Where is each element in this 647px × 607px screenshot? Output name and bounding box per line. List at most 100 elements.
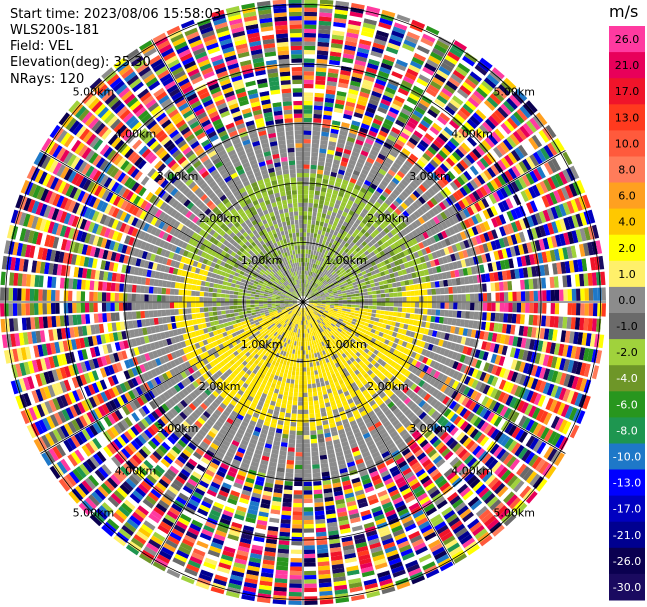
gate-cell xyxy=(348,273,354,278)
gate-cell xyxy=(283,425,290,431)
gate-cell xyxy=(338,191,345,198)
gate-cell xyxy=(307,284,310,289)
gate-cell xyxy=(425,220,433,229)
gate-cell xyxy=(418,171,427,181)
gate-cell xyxy=(359,201,366,208)
gate-cell xyxy=(465,302,471,311)
gate-cell xyxy=(395,197,403,205)
gate-cell xyxy=(304,292,307,297)
gate-cell xyxy=(316,386,322,392)
gate-cell xyxy=(362,119,372,126)
gate-cell xyxy=(516,291,522,302)
gate-cell xyxy=(311,272,315,277)
gate-cell xyxy=(451,318,457,326)
gate-cell xyxy=(303,232,307,237)
gate-cell xyxy=(312,296,317,299)
gate-cell xyxy=(475,188,485,199)
gate-cell xyxy=(402,104,414,113)
gate-cell xyxy=(376,197,384,205)
gate-cell xyxy=(422,223,430,231)
gate-cell xyxy=(360,34,373,42)
gate-cell xyxy=(507,152,518,164)
gate-cell xyxy=(341,157,349,163)
gate-cell xyxy=(311,451,319,457)
gate-cell xyxy=(380,243,387,250)
gate-cell xyxy=(467,96,480,108)
gate-cell xyxy=(477,200,486,210)
gate-cell xyxy=(428,244,436,253)
gate-cell xyxy=(375,110,386,118)
gate-cell xyxy=(312,387,317,393)
gate-cell xyxy=(314,290,319,294)
gate-cell xyxy=(418,196,426,205)
gate-cell xyxy=(356,51,369,59)
gate-cell xyxy=(283,360,287,366)
gate-cell xyxy=(300,346,303,351)
gate-cell xyxy=(369,54,382,62)
gate-cell xyxy=(319,360,323,366)
gate-cell xyxy=(362,79,374,87)
gate-cell xyxy=(392,188,401,197)
gate-cell xyxy=(336,173,344,180)
gate-cell xyxy=(321,230,326,236)
gate-cell xyxy=(360,228,367,235)
gate-cell xyxy=(295,447,303,453)
gate-cell xyxy=(336,195,343,202)
gate-cell xyxy=(289,583,302,588)
gate-cell xyxy=(470,293,475,302)
gate-cell xyxy=(329,275,334,280)
gate-cell xyxy=(376,246,383,253)
gate-cell xyxy=(511,165,521,178)
gate-cell xyxy=(319,144,328,150)
gate-cell xyxy=(349,11,363,18)
gate-cell xyxy=(318,395,324,401)
gate-cell xyxy=(468,193,477,203)
gate-cell xyxy=(409,313,415,320)
gate-cell xyxy=(334,284,340,288)
gate-cell xyxy=(312,268,316,273)
gate-cell xyxy=(443,209,452,218)
gate-cell xyxy=(290,417,297,423)
gate-cell xyxy=(429,227,437,236)
gate-cell xyxy=(281,364,286,370)
gate-cell xyxy=(401,291,407,297)
gate-cell xyxy=(533,198,542,211)
gate-cell xyxy=(499,292,505,302)
gate-cell xyxy=(312,130,321,136)
gate-cell xyxy=(597,303,602,317)
gate-cell xyxy=(358,264,364,270)
gate-cell xyxy=(324,166,331,172)
gate-cell xyxy=(531,134,543,148)
gate-cell xyxy=(380,179,389,187)
gate-cell xyxy=(339,266,344,272)
gate-cell xyxy=(387,257,394,263)
gate-cell xyxy=(310,168,317,174)
gate-cell xyxy=(400,179,409,187)
gate-cell xyxy=(321,131,330,137)
gate-cell xyxy=(529,154,540,167)
gate-cell xyxy=(285,468,294,474)
gate-cell xyxy=(366,315,372,320)
gate-cell xyxy=(405,285,411,291)
gate-cell xyxy=(325,214,331,220)
gate-cell xyxy=(357,255,363,261)
gate-cell xyxy=(510,181,520,193)
gate-cell xyxy=(368,295,373,299)
gate-cell xyxy=(374,34,388,42)
gate-cell xyxy=(308,297,313,300)
gate-cell xyxy=(385,293,390,298)
gate-cell xyxy=(374,201,382,208)
gate-cell xyxy=(376,187,384,194)
gate-cell xyxy=(327,279,332,284)
gate-cell xyxy=(319,238,323,244)
gate-cell xyxy=(522,122,534,136)
gate-cell xyxy=(401,147,411,156)
gate-cell xyxy=(317,275,322,280)
gate-cell xyxy=(383,90,395,99)
gate-cell xyxy=(424,132,435,142)
gate-cell xyxy=(308,249,311,255)
gate-cell xyxy=(567,289,573,301)
gate-cell xyxy=(468,151,479,162)
gate-cell xyxy=(449,194,458,204)
gate-cell xyxy=(542,209,551,222)
